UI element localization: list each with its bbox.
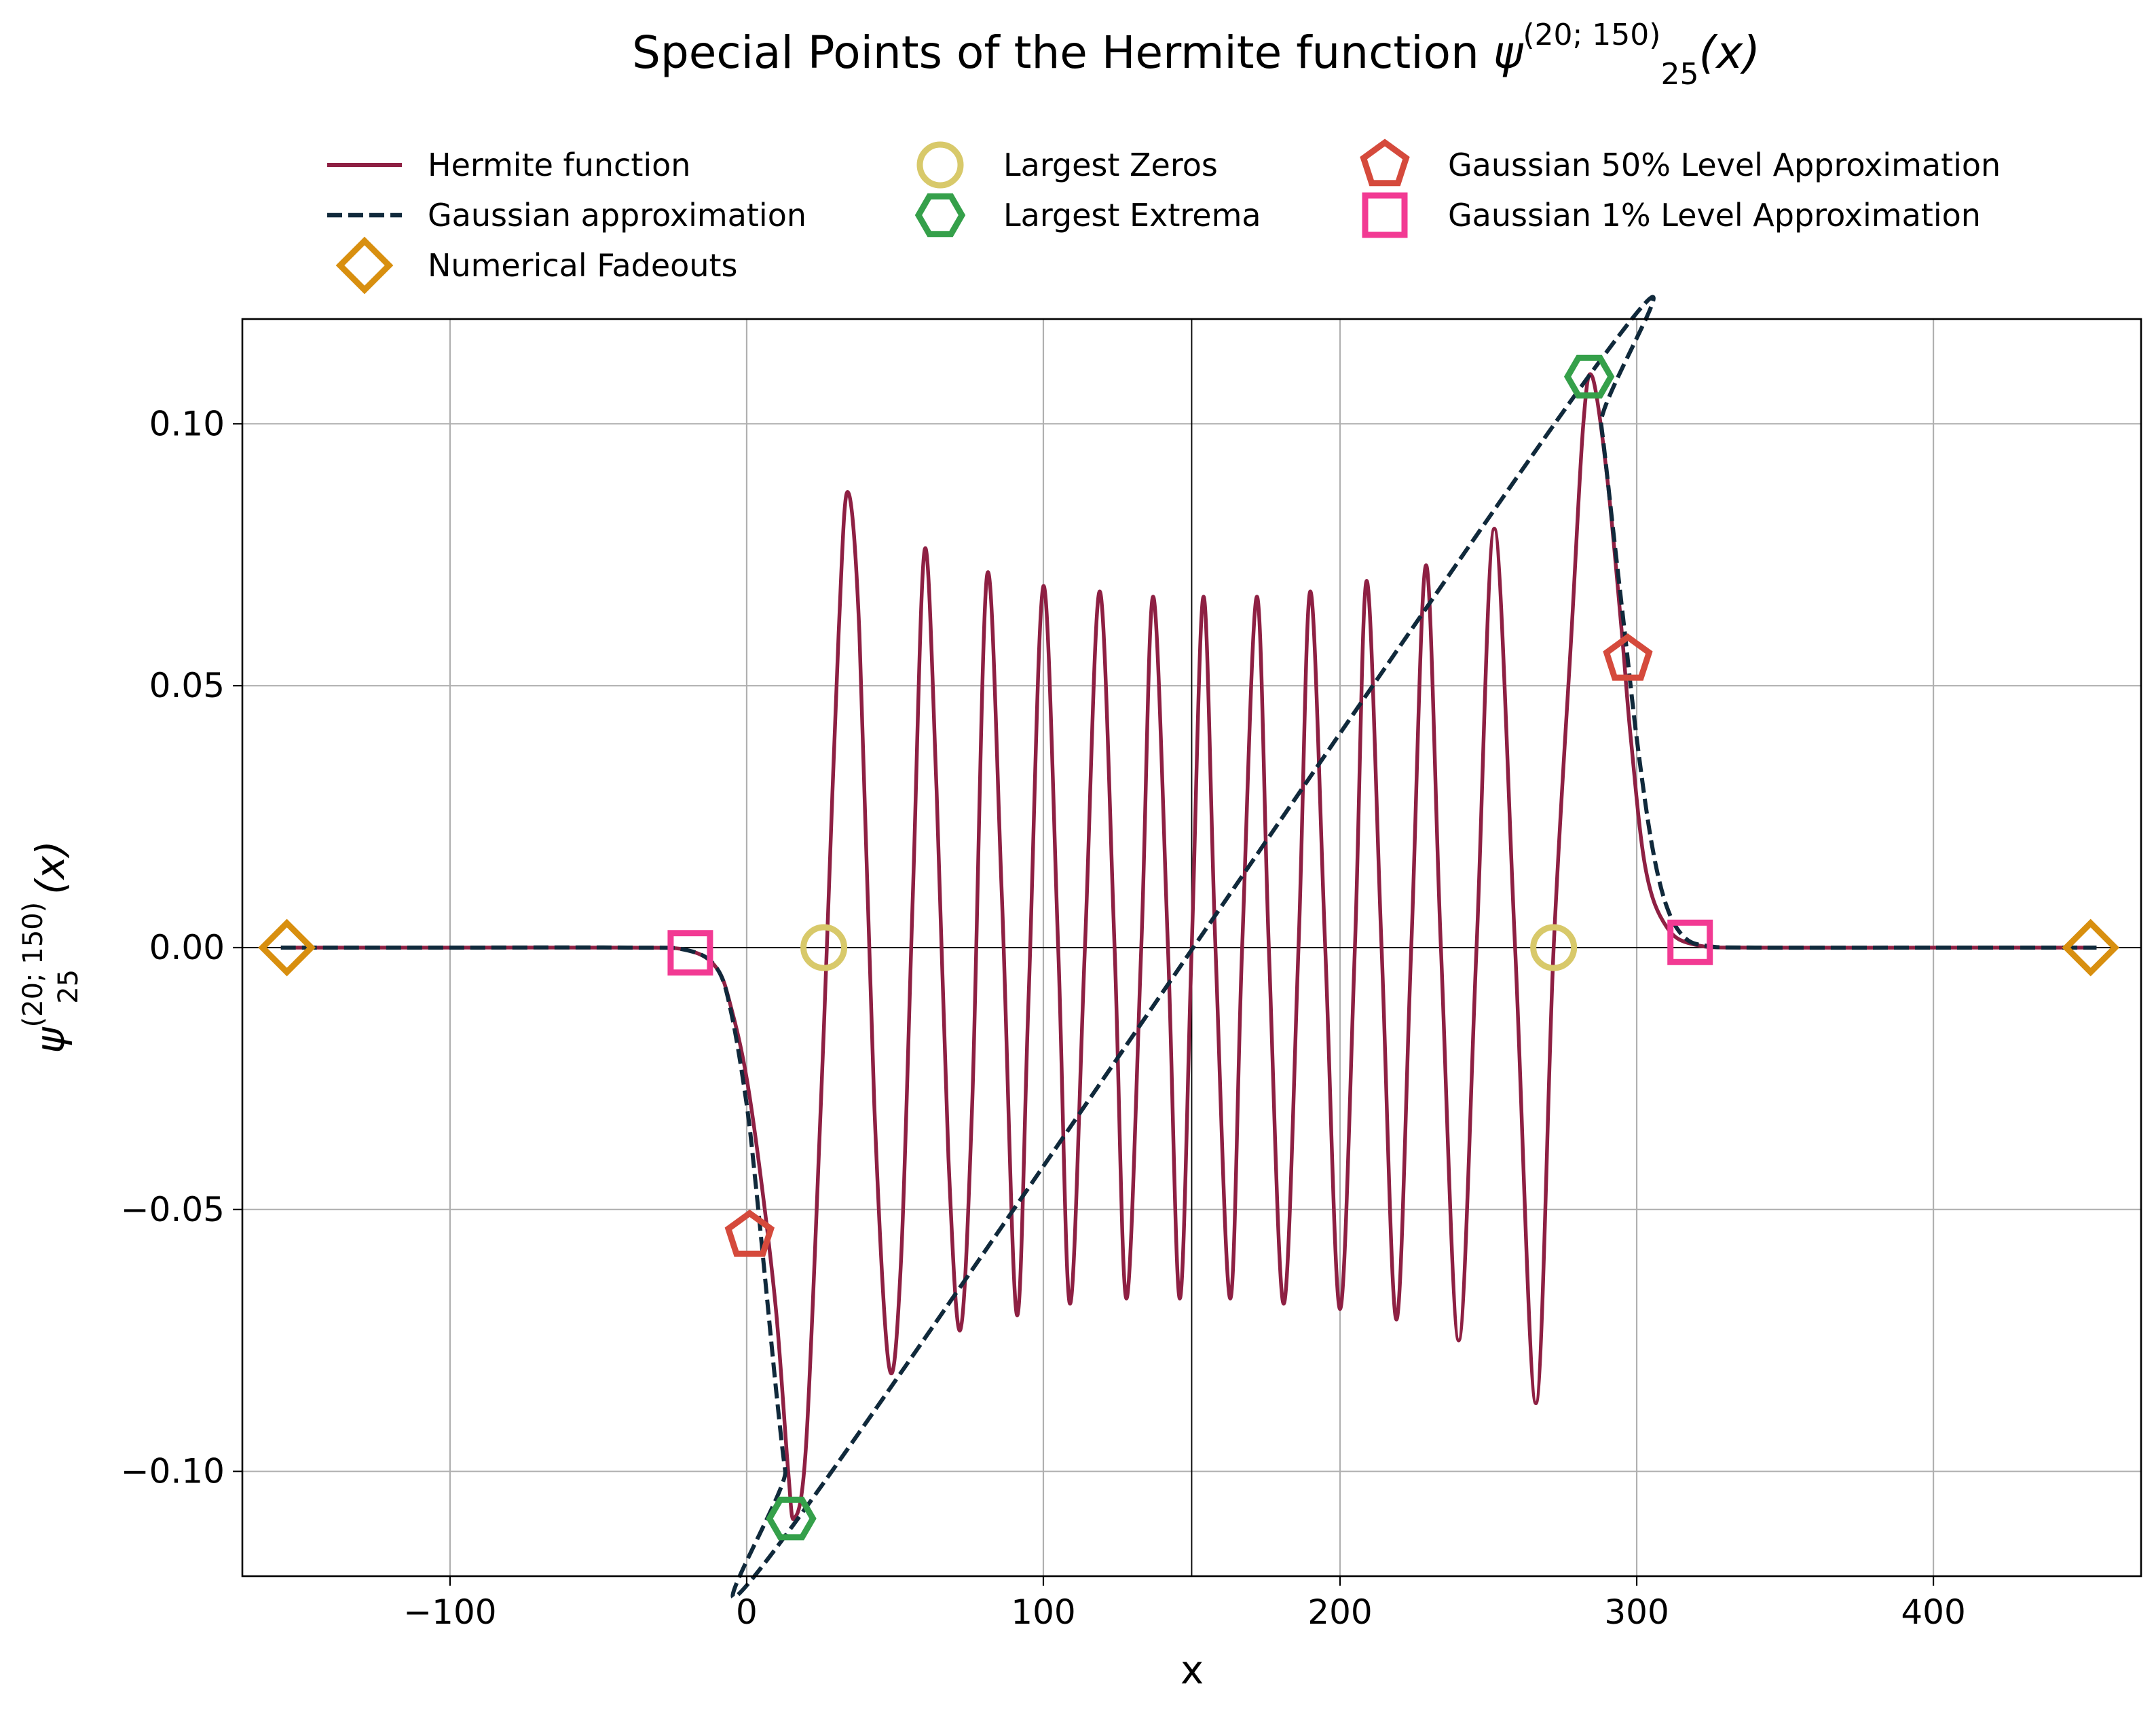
x-tick-label: −100 bbox=[403, 1592, 496, 1632]
numerical-fadeouts-marker bbox=[258, 918, 316, 977]
x-tick-label: 100 bbox=[1011, 1592, 1075, 1632]
chart-title: Special Points of the Hermite function ψ… bbox=[632, 18, 1760, 92]
legend-label: Gaussian approximation bbox=[428, 197, 806, 234]
legend-label: Gaussian 50% Level Approximation bbox=[1448, 147, 2001, 183]
largest-extrema-marker bbox=[1563, 354, 1615, 399]
legend-marker-swatch bbox=[916, 141, 964, 189]
title-prefix: Special Points of the Hermite function bbox=[632, 26, 1493, 79]
legend-marker-swatch bbox=[1360, 138, 1410, 187]
ylabel-symbol: ψ bbox=[27, 1026, 73, 1053]
y-tick-label: 0.05 bbox=[149, 666, 225, 705]
y-tick-label: 0.00 bbox=[149, 928, 225, 967]
legend: Hermite function Gaussian approximation Nu… bbox=[327, 138, 2001, 295]
ylabel-subscript: 25 bbox=[53, 969, 84, 1004]
y-tick-label: 0.10 bbox=[149, 404, 225, 443]
title-symbol: ψ bbox=[1493, 26, 1524, 79]
title-suffix: (x) bbox=[1698, 26, 1760, 79]
marker-layer bbox=[258, 354, 2120, 1541]
y-axis-label: ψ(20; 150) 25 (x) bbox=[18, 840, 84, 1053]
largest-zeros-marker bbox=[1530, 924, 1578, 971]
largest-zeros-marker bbox=[800, 924, 848, 971]
legend-label: Numerical Fadeouts bbox=[428, 247, 737, 284]
gaussian-1-level-approximation-marker bbox=[1667, 919, 1713, 965]
y-tick-label: −0.05 bbox=[121, 1190, 225, 1229]
legend-marker-swatch bbox=[335, 236, 394, 295]
legend-marker-swatch bbox=[1362, 192, 1408, 238]
numerical-fadeouts-marker bbox=[2062, 918, 2120, 977]
x-tick-label: 400 bbox=[1901, 1592, 1965, 1632]
legend-label: Hermite function bbox=[428, 147, 690, 183]
x-tick-label: 0 bbox=[736, 1592, 758, 1632]
gaussian-1-level-approximation-marker bbox=[667, 930, 713, 976]
tick-layer: −100 0 100 200 300 400 −0.10 −0.05 0.00 0.05 0.10 bbox=[121, 404, 1966, 1632]
legend-label: Gaussian 1% Level Approximation bbox=[1448, 197, 1981, 234]
legend-label: Largest Zeros bbox=[1003, 147, 1218, 183]
gaussian-50-level-approximation-marker bbox=[724, 1209, 775, 1257]
ylabel-superscript: (20; 150) bbox=[18, 902, 49, 1028]
ylabel-suffix: (x) bbox=[27, 840, 73, 895]
gaussian-50-level-approximation-marker bbox=[1603, 633, 1653, 681]
title-superscript: (20; 150) bbox=[1523, 18, 1660, 52]
legend-label: Largest Extrema bbox=[1003, 197, 1261, 234]
title-subscript: 25 bbox=[1660, 57, 1698, 92]
gaussian-approximation-line bbox=[280, 295, 2097, 1600]
x-tick-label: 300 bbox=[1604, 1592, 1669, 1632]
x-axis-label: x bbox=[1181, 1647, 1204, 1693]
y-tick-label: −0.10 bbox=[121, 1452, 225, 1491]
hermite-function-line bbox=[280, 372, 2097, 1521]
largest-extrema-marker bbox=[766, 1496, 817, 1541]
legend-marker-swatch bbox=[914, 193, 966, 238]
x-tick-label: 200 bbox=[1307, 1592, 1372, 1632]
series-layer bbox=[280, 295, 2097, 1600]
